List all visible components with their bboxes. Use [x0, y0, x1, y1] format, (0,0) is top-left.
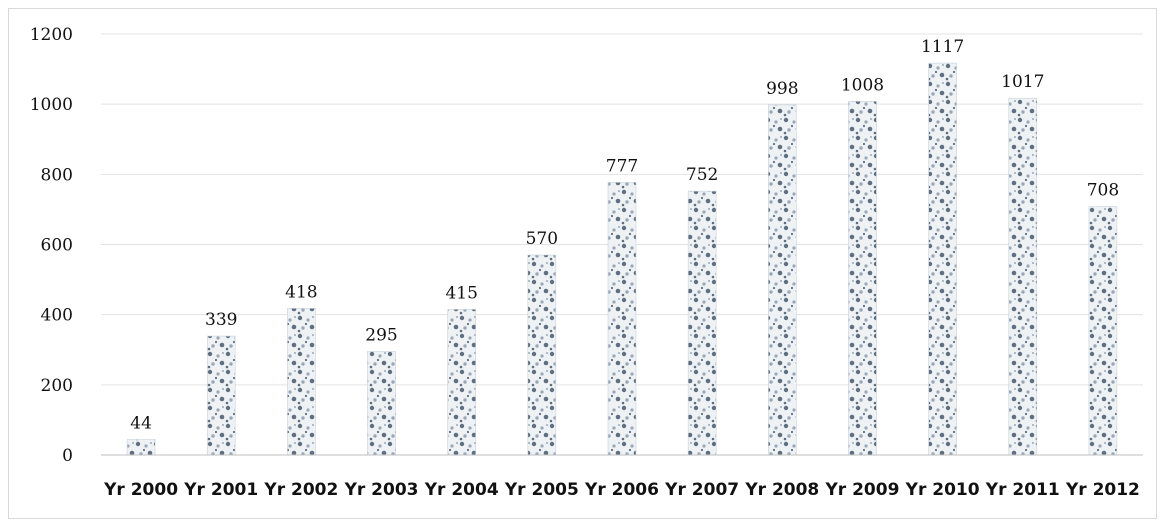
data-label: 1117 — [921, 37, 964, 57]
bar — [367, 351, 396, 456]
y-tick-label: 200 — [41, 376, 73, 396]
bar — [607, 182, 637, 456]
x-tick-label: Yr 2011 — [985, 480, 1060, 500]
x-tick-label: Yr 2001 — [183, 480, 258, 500]
bar — [206, 335, 236, 456]
data-label: 1008 — [841, 75, 884, 95]
y-tick-label: 600 — [41, 236, 73, 256]
chart-area: 0 200 400 600 800 1000 1200 44 339 418 295 415 570 7… — [8, 8, 1157, 519]
data-label: 998 — [766, 79, 798, 99]
bar-chart: 0 200 400 600 800 1000 1200 44 339 418 295 415 570 7… — [30, 25, 1143, 500]
data-label: 44 — [130, 414, 152, 434]
data-label: 295 — [365, 326, 397, 346]
x-tick-label: Yr 2010 — [905, 480, 980, 500]
data-label: 1017 — [1001, 72, 1044, 92]
y-tick-label: 400 — [41, 306, 73, 326]
x-axis-tick-labels: Yr 2000 Yr 2001 Yr 2002 Yr 2003 Yr 2004 Yr 20… — [103, 480, 1140, 500]
bar — [527, 254, 557, 456]
x-tick-label: Yr 2002 — [263, 480, 338, 500]
data-labels: 44 339 418 295 415 570 777 752 998 1008 1117 1017 70… — [130, 37, 1119, 433]
y-axis-tick-labels: 0 200 400 600 800 1000 1200 — [30, 25, 73, 466]
y-tick-label: 800 — [41, 165, 73, 185]
bar — [447, 309, 476, 456]
bar — [1008, 97, 1038, 456]
y-tick-label: 1200 — [30, 25, 73, 45]
bar — [928, 62, 957, 456]
x-tick-label: Yr 2003 — [344, 480, 419, 500]
bars — [126, 62, 1118, 456]
x-tick-label: Yr 2009 — [824, 480, 899, 500]
data-label: 418 — [285, 282, 317, 302]
x-tick-label: Yr 2004 — [424, 480, 499, 500]
y-tick-label: 1000 — [30, 95, 73, 115]
x-tick-label: Yr 2007 — [664, 480, 739, 500]
bar — [287, 308, 316, 456]
x-tick-label: Yr 2005 — [504, 480, 579, 500]
bar — [687, 190, 717, 456]
bar — [126, 439, 156, 456]
x-tick-label: Yr 2012 — [1065, 480, 1140, 500]
y-tick-label: 0 — [62, 446, 73, 466]
bar — [848, 101, 877, 456]
bar — [1088, 206, 1118, 456]
x-tick-label: Yr 2008 — [744, 480, 819, 500]
bar — [768, 104, 797, 456]
x-tick-label: Yr 2006 — [584, 480, 659, 500]
x-tick-label: Yr 2000 — [103, 480, 178, 500]
data-label: 777 — [606, 156, 638, 176]
data-label: 708 — [1087, 181, 1119, 201]
data-label: 570 — [526, 229, 558, 249]
data-label: 415 — [445, 283, 477, 303]
data-label: 339 — [205, 310, 237, 330]
data-label: 752 — [686, 165, 718, 185]
